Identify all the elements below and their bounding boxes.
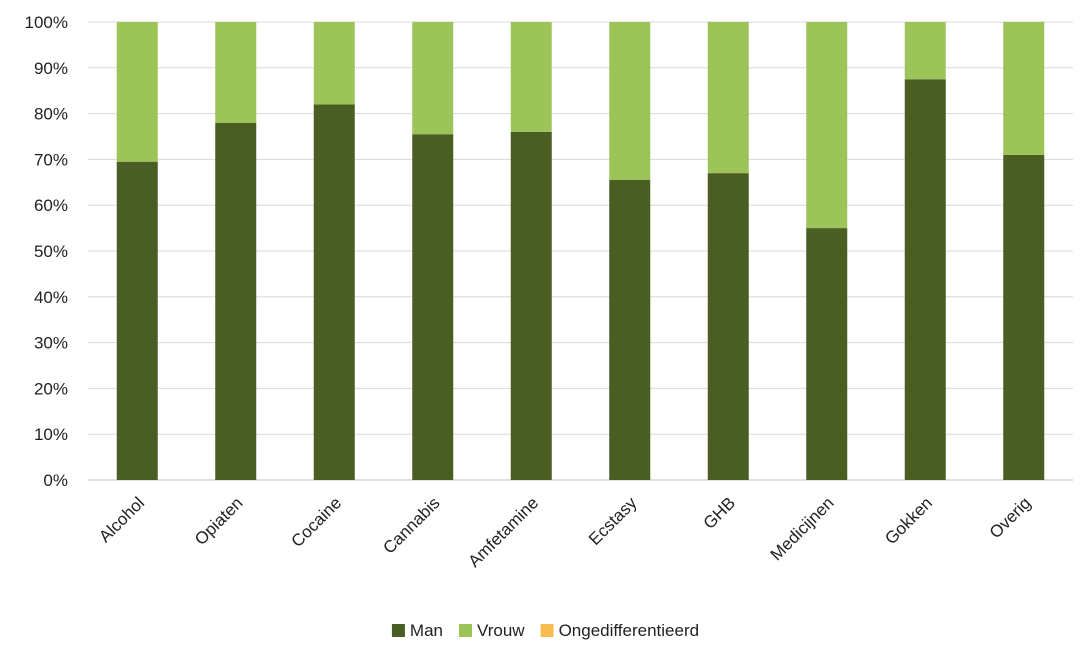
y-tick-label: 90% bbox=[34, 59, 68, 78]
bars bbox=[116, 22, 1045, 481]
bar-vrouw-amfetamine bbox=[510, 22, 552, 132]
legend-swatch-vrouw bbox=[459, 624, 472, 637]
bar-man-overig bbox=[1003, 154, 1045, 480]
bar-man-opiaten bbox=[215, 122, 257, 480]
x-tick-label: GHB bbox=[700, 493, 739, 532]
y-tick-label: 50% bbox=[34, 242, 68, 261]
bar-man-ecstasy bbox=[609, 180, 651, 480]
y-tick-label: 60% bbox=[34, 196, 68, 215]
legend-label-ongedifferentieerd: Ongedifferentieerd bbox=[559, 621, 700, 640]
legend-swatch-man bbox=[391, 624, 405, 637]
y-tick-label: 10% bbox=[34, 425, 68, 444]
legend-label-man: Man bbox=[410, 621, 443, 640]
y-tick-label: 100% bbox=[25, 13, 68, 32]
bar-vrouw-alcohol bbox=[116, 22, 158, 162]
x-tick-label: Medicijnen bbox=[767, 493, 838, 564]
bar-man-amfetamine bbox=[510, 131, 552, 481]
y-tick-label: 40% bbox=[34, 288, 68, 307]
y-tick-label: 30% bbox=[34, 334, 68, 353]
y-axis-ticks: 0% 10% 20% 30% 40% 50% 60% 70% 80% 90% 100% bbox=[25, 13, 68, 490]
bar-vrouw-ghb bbox=[707, 22, 749, 174]
bar-vrouw-medicijnen bbox=[806, 22, 848, 229]
bar-vrouw-cannabis bbox=[412, 22, 454, 135]
bar-vrouw-ecstasy bbox=[609, 22, 651, 181]
x-tick-label: Alcohol bbox=[95, 493, 148, 546]
bar-vrouw-cocaine bbox=[313, 22, 355, 105]
x-tick-label: Opiaten bbox=[191, 493, 247, 549]
x-tick-label: Overig bbox=[986, 493, 1035, 542]
x-axis-ticks: Alcohol Opiaten Cocaine Cannabis Amfetamine E… bbox=[95, 493, 1034, 571]
y-tick-label: 20% bbox=[34, 379, 68, 398]
y-tick-label: 80% bbox=[34, 105, 68, 124]
legend: Man Vrouw Ongedifferentieerd bbox=[391, 621, 700, 640]
x-tick-label: Gokken bbox=[881, 493, 936, 548]
y-tick-label: 0% bbox=[43, 471, 68, 490]
bar-man-gokken bbox=[904, 79, 946, 480]
bar-man-alcohol bbox=[116, 161, 158, 480]
bar-man-cocaine bbox=[313, 104, 355, 480]
bar-man-cannabis bbox=[412, 134, 454, 480]
y-tick-label: 70% bbox=[34, 150, 68, 169]
bar-vrouw-overig bbox=[1003, 22, 1045, 155]
bar-man-ghb bbox=[707, 173, 749, 480]
legend-label-vrouw: Vrouw bbox=[477, 621, 525, 640]
bar-vrouw-gokken bbox=[904, 22, 946, 80]
x-tick-label: Amfetamine bbox=[465, 493, 543, 571]
x-tick-label: Cannabis bbox=[379, 493, 443, 557]
x-tick-label: Cocaine bbox=[288, 493, 346, 551]
x-tick-label: Ecstasy bbox=[585, 493, 641, 549]
bar-man-medicijnen bbox=[806, 228, 848, 480]
legend-swatch-ongedifferentieerd bbox=[540, 624, 554, 637]
bar-vrouw-opiaten bbox=[215, 22, 257, 123]
